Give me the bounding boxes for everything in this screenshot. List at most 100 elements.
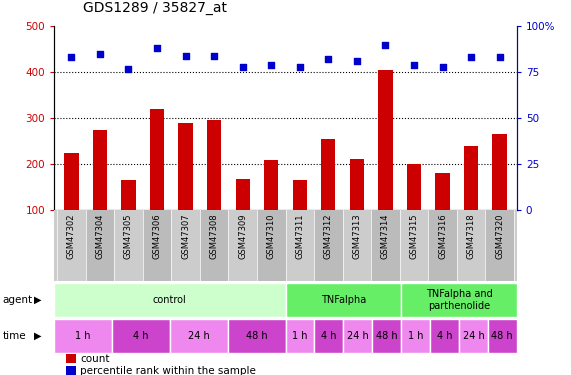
Bar — [170, 319, 228, 352]
Text: GSM47320: GSM47320 — [495, 214, 504, 259]
Bar — [286, 210, 314, 281]
Text: agent: agent — [3, 295, 33, 305]
Bar — [372, 319, 401, 352]
Text: GSM47304: GSM47304 — [95, 214, 104, 259]
Bar — [343, 319, 372, 352]
Bar — [407, 164, 421, 256]
Bar — [349, 159, 364, 256]
Bar — [93, 130, 107, 256]
Bar — [492, 134, 507, 256]
Bar — [143, 210, 171, 281]
Bar — [371, 210, 400, 281]
Bar — [86, 210, 114, 281]
Bar — [343, 210, 371, 281]
Text: GSM47311: GSM47311 — [295, 214, 304, 259]
Bar — [457, 210, 485, 281]
Text: GSM47312: GSM47312 — [324, 214, 333, 259]
Text: GSM47305: GSM47305 — [124, 214, 133, 259]
Text: GSM47314: GSM47314 — [381, 214, 390, 259]
Bar — [286, 283, 401, 317]
Text: GSM47306: GSM47306 — [152, 214, 162, 259]
Bar — [54, 283, 286, 317]
Point — [152, 45, 162, 51]
Bar — [428, 210, 457, 281]
Bar — [435, 173, 450, 256]
Point — [409, 62, 419, 68]
Bar — [293, 180, 307, 256]
Bar — [228, 319, 286, 352]
Point — [267, 62, 276, 68]
Text: TNFalpha and
parthenolide: TNFalpha and parthenolide — [425, 289, 492, 311]
Bar — [235, 179, 250, 256]
Text: 1 h: 1 h — [292, 331, 308, 340]
Bar — [401, 283, 517, 317]
Point — [381, 42, 390, 48]
Text: GSM47302: GSM47302 — [67, 214, 76, 259]
Text: time: time — [3, 331, 26, 340]
Point — [324, 56, 333, 62]
Point — [438, 64, 447, 70]
Bar — [464, 146, 478, 256]
Text: percentile rank within the sample: percentile rank within the sample — [80, 366, 256, 375]
Text: 24 h: 24 h — [347, 331, 369, 340]
Text: 24 h: 24 h — [188, 331, 210, 340]
Bar — [321, 139, 335, 256]
Bar — [207, 120, 222, 256]
Bar — [171, 210, 200, 281]
Point — [467, 54, 476, 60]
Text: 48 h: 48 h — [492, 331, 513, 340]
Text: GDS1289 / 35827_at: GDS1289 / 35827_at — [83, 1, 227, 15]
Point — [352, 58, 361, 64]
Text: 1 h: 1 h — [75, 331, 91, 340]
Text: ▶: ▶ — [34, 295, 42, 305]
Text: control: control — [153, 295, 187, 305]
Text: count: count — [80, 354, 110, 364]
Bar — [228, 210, 257, 281]
Text: 4 h: 4 h — [437, 331, 452, 340]
Text: GSM47308: GSM47308 — [210, 214, 219, 259]
Bar — [314, 210, 343, 281]
Text: TNFalpha: TNFalpha — [321, 295, 366, 305]
Point — [67, 54, 76, 60]
Bar — [430, 319, 459, 352]
Text: GSM47307: GSM47307 — [181, 214, 190, 259]
Point — [295, 64, 304, 70]
Text: 48 h: 48 h — [376, 331, 397, 340]
Bar — [459, 319, 488, 352]
Text: GSM47318: GSM47318 — [467, 214, 476, 259]
Point — [124, 66, 133, 72]
Point — [495, 54, 504, 60]
Point — [210, 53, 219, 58]
Text: 24 h: 24 h — [463, 331, 484, 340]
Bar — [264, 160, 278, 256]
Bar — [485, 210, 514, 281]
Bar — [114, 210, 143, 281]
Bar — [200, 210, 228, 281]
Bar — [379, 70, 393, 256]
Point — [181, 53, 190, 58]
Point — [238, 64, 247, 70]
Bar — [150, 109, 164, 256]
Text: GSM47309: GSM47309 — [238, 214, 247, 259]
Bar — [286, 319, 315, 352]
Text: ▶: ▶ — [34, 331, 42, 340]
Bar — [488, 319, 517, 352]
Bar — [64, 153, 79, 256]
Text: 4 h: 4 h — [321, 331, 337, 340]
Text: 4 h: 4 h — [133, 331, 148, 340]
Bar — [112, 319, 170, 352]
Bar — [400, 210, 428, 281]
Bar — [401, 319, 430, 352]
Text: GSM47316: GSM47316 — [438, 214, 447, 259]
Bar — [257, 210, 286, 281]
Text: 1 h: 1 h — [408, 331, 423, 340]
Bar — [57, 210, 86, 281]
Bar — [315, 319, 343, 352]
Bar — [122, 180, 136, 256]
Bar — [178, 123, 193, 256]
Text: GSM47310: GSM47310 — [267, 214, 276, 259]
Text: GSM47313: GSM47313 — [352, 214, 361, 259]
Text: 48 h: 48 h — [246, 331, 267, 340]
Point — [95, 51, 104, 57]
Bar — [54, 319, 112, 352]
